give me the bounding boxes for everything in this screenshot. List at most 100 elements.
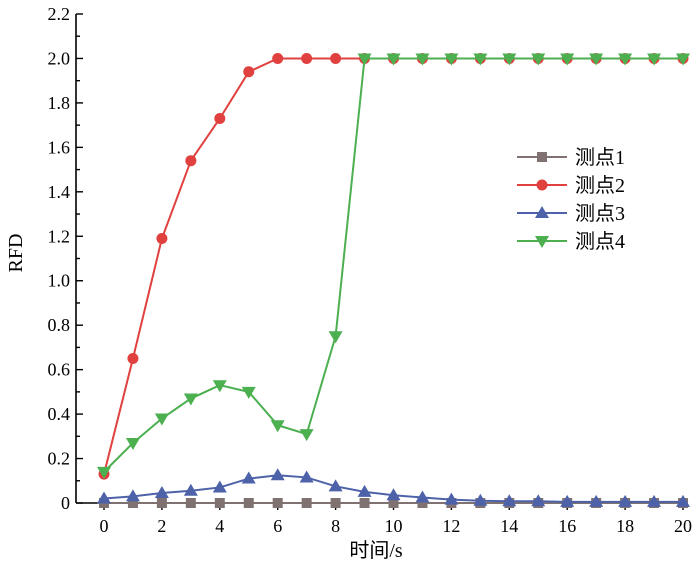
data-point xyxy=(357,484,372,497)
data-point xyxy=(386,53,401,66)
data-point xyxy=(214,112,226,124)
data-point xyxy=(618,494,633,507)
series-line xyxy=(103,57,683,475)
data-point xyxy=(125,437,140,450)
data-point xyxy=(676,53,690,66)
legend-marker xyxy=(535,236,549,248)
data-point xyxy=(415,490,430,503)
legend-label: 测点3 xyxy=(575,202,625,225)
data-point xyxy=(183,483,198,496)
data-point xyxy=(502,53,517,66)
data-point xyxy=(299,470,314,483)
legend-label: 测点1 xyxy=(575,146,625,169)
legend-marker xyxy=(536,179,548,191)
data-point xyxy=(328,331,343,344)
y-tick-label: 1.6 xyxy=(48,137,71,157)
series-4 xyxy=(97,53,690,479)
x-tick-label: 8 xyxy=(331,516,340,536)
data-point xyxy=(243,66,255,78)
data-point xyxy=(185,155,197,167)
x-tick-label: 20 xyxy=(674,516,692,536)
y-axis-label: RFD xyxy=(5,234,27,273)
data-point xyxy=(97,466,111,479)
data-point xyxy=(618,53,633,66)
data-point xyxy=(531,494,546,507)
y-tick-label: 0.6 xyxy=(48,360,71,380)
legend-item: 测点1 xyxy=(517,146,625,169)
x-tick-label: 16 xyxy=(558,516,576,536)
series-2 xyxy=(98,52,689,480)
series-line xyxy=(103,57,683,473)
x-axis-label: 时间/s xyxy=(349,539,403,562)
data-point xyxy=(357,53,372,66)
legend-marker xyxy=(535,206,549,218)
data-point xyxy=(125,489,140,502)
axes-group: 0 0.2 0.4 0.6 0.8 1.0 1.2 1.4 1.6 1.8 2.0 2.2 0 2 4 6 8 1… xyxy=(48,4,693,536)
legend-marker xyxy=(537,152,547,162)
data-point xyxy=(272,52,284,64)
data-point xyxy=(560,494,575,507)
y-tick-label: 2.0 xyxy=(48,48,71,68)
legend-label: 测点2 xyxy=(575,174,625,197)
data-point xyxy=(241,386,256,399)
data-point xyxy=(388,498,399,508)
data-point xyxy=(154,485,169,498)
x-tick-label: 2 xyxy=(157,516,166,536)
data-point xyxy=(272,498,283,508)
data-point xyxy=(270,420,285,433)
legend-item: 测点3 xyxy=(517,202,625,225)
legend-item: 测点4 xyxy=(517,230,625,253)
x-tick-label: 14 xyxy=(500,516,518,536)
y-tick-label: 0 xyxy=(61,493,70,513)
y-tick-label: 1.0 xyxy=(48,271,71,291)
data-point xyxy=(473,493,488,506)
data-point xyxy=(531,53,546,66)
data-point xyxy=(589,494,604,507)
data-point xyxy=(330,52,342,64)
data-point xyxy=(154,413,169,426)
data-point xyxy=(299,429,314,442)
data-point xyxy=(127,498,138,508)
data-point xyxy=(212,480,227,493)
data-point xyxy=(676,494,690,507)
data-point xyxy=(156,232,168,244)
x-tick-label: 12 xyxy=(442,516,460,536)
data-point xyxy=(647,494,662,507)
data-point xyxy=(560,53,575,66)
data-point xyxy=(328,479,343,492)
x-tick-label: 18 xyxy=(616,516,634,536)
y-tick-label: 1.2 xyxy=(48,226,71,246)
legend-label: 测点4 xyxy=(575,230,625,253)
y-tick-label: 1.4 xyxy=(48,182,71,202)
data-point xyxy=(647,53,662,66)
data-point xyxy=(473,53,488,66)
data-point xyxy=(97,491,111,504)
y-tick-label: 0.8 xyxy=(48,315,71,335)
data-point xyxy=(241,471,256,484)
data-point xyxy=(214,498,225,508)
data-point xyxy=(243,498,254,508)
data-point xyxy=(589,53,604,66)
data-point xyxy=(127,353,139,365)
data-point xyxy=(183,393,198,406)
x-tick-label: 0 xyxy=(100,516,109,536)
data-point xyxy=(417,498,428,508)
legend: 测点1 测点2 测点3 测点4 xyxy=(517,146,625,253)
data-point xyxy=(270,468,285,481)
x-tick-label: 10 xyxy=(385,516,403,536)
y-tick-label: 0.2 xyxy=(48,449,71,469)
x-tick-label: 6 xyxy=(273,516,282,536)
series-group xyxy=(97,52,690,508)
data-point xyxy=(185,498,196,508)
y-tick-label: 1.8 xyxy=(48,93,71,113)
x-tick-label: 4 xyxy=(215,516,224,536)
data-point xyxy=(301,498,312,508)
data-point xyxy=(301,52,313,64)
legend-item: 测点2 xyxy=(517,174,625,197)
data-point xyxy=(415,53,430,66)
data-point xyxy=(502,494,517,507)
y-tick-label: 0.4 xyxy=(48,404,71,424)
data-point xyxy=(444,53,459,66)
data-point xyxy=(386,488,401,501)
